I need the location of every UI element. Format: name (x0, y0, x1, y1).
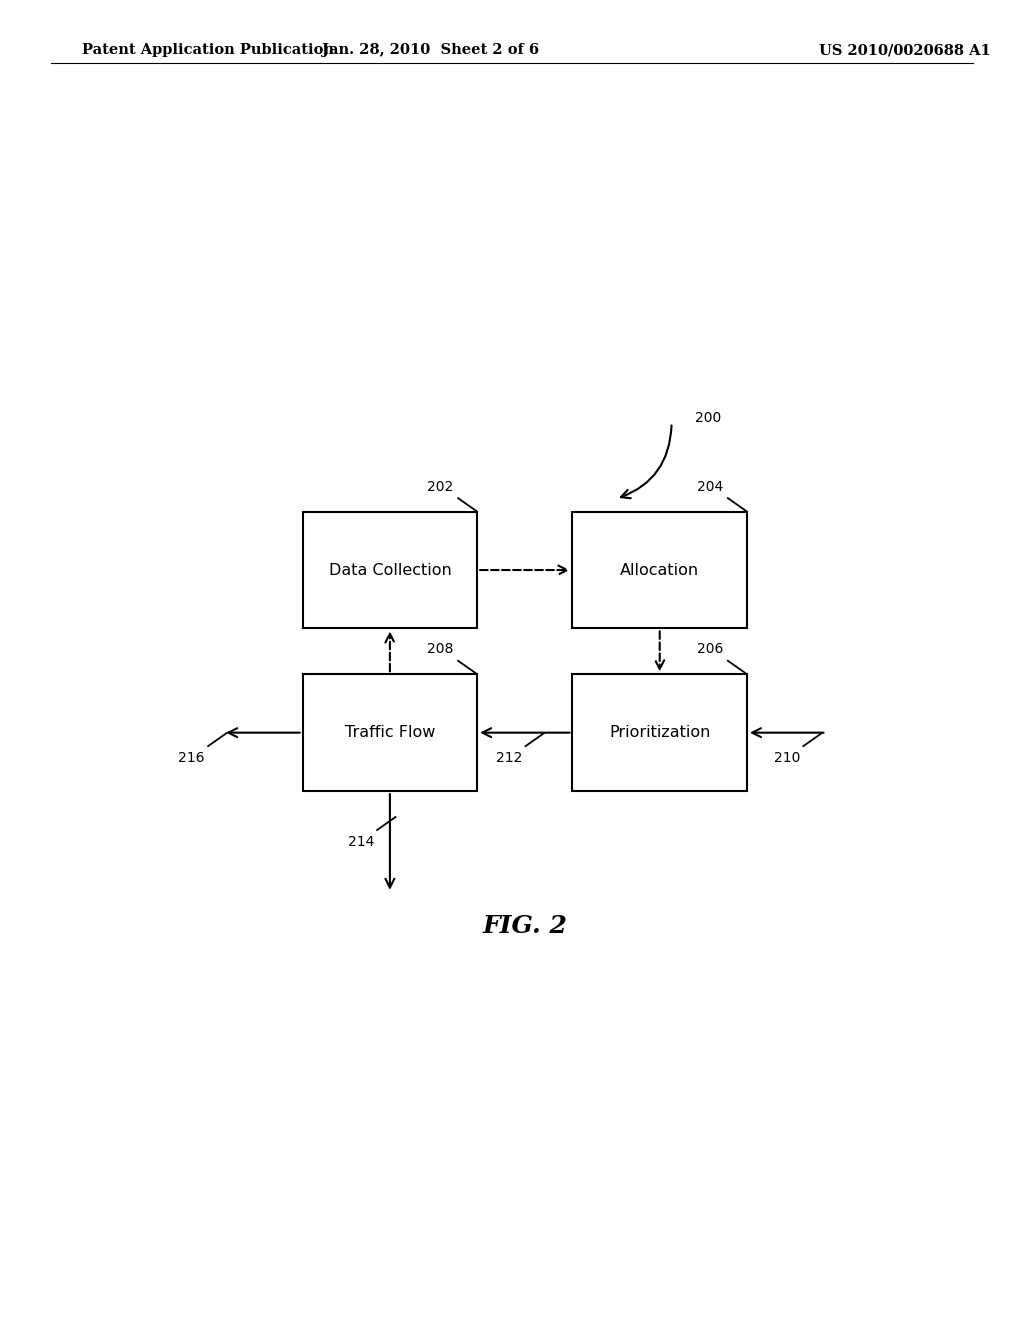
Text: Jan. 28, 2010  Sheet 2 of 6: Jan. 28, 2010 Sheet 2 of 6 (322, 44, 539, 57)
Text: 212: 212 (496, 751, 522, 764)
Text: 214: 214 (347, 834, 374, 849)
Text: Traffic Flow: Traffic Flow (345, 725, 435, 741)
Text: Allocation: Allocation (621, 562, 699, 578)
Bar (303, 512, 477, 628)
Text: 204: 204 (697, 479, 723, 494)
Bar (572, 512, 748, 628)
Text: 210: 210 (774, 751, 800, 764)
Text: FIG. 2: FIG. 2 (482, 913, 567, 937)
Text: US 2010/0020688 A1: US 2010/0020688 A1 (819, 44, 991, 57)
Text: Patent Application Publication: Patent Application Publication (82, 44, 334, 57)
Text: 208: 208 (427, 643, 454, 656)
Text: 216: 216 (178, 751, 205, 764)
Text: 200: 200 (695, 411, 722, 425)
Text: 202: 202 (427, 479, 454, 494)
Text: 206: 206 (696, 643, 723, 656)
Bar (572, 675, 748, 791)
Bar (303, 675, 477, 791)
Text: Data Collection: Data Collection (329, 562, 452, 578)
Text: Prioritization: Prioritization (609, 725, 711, 741)
